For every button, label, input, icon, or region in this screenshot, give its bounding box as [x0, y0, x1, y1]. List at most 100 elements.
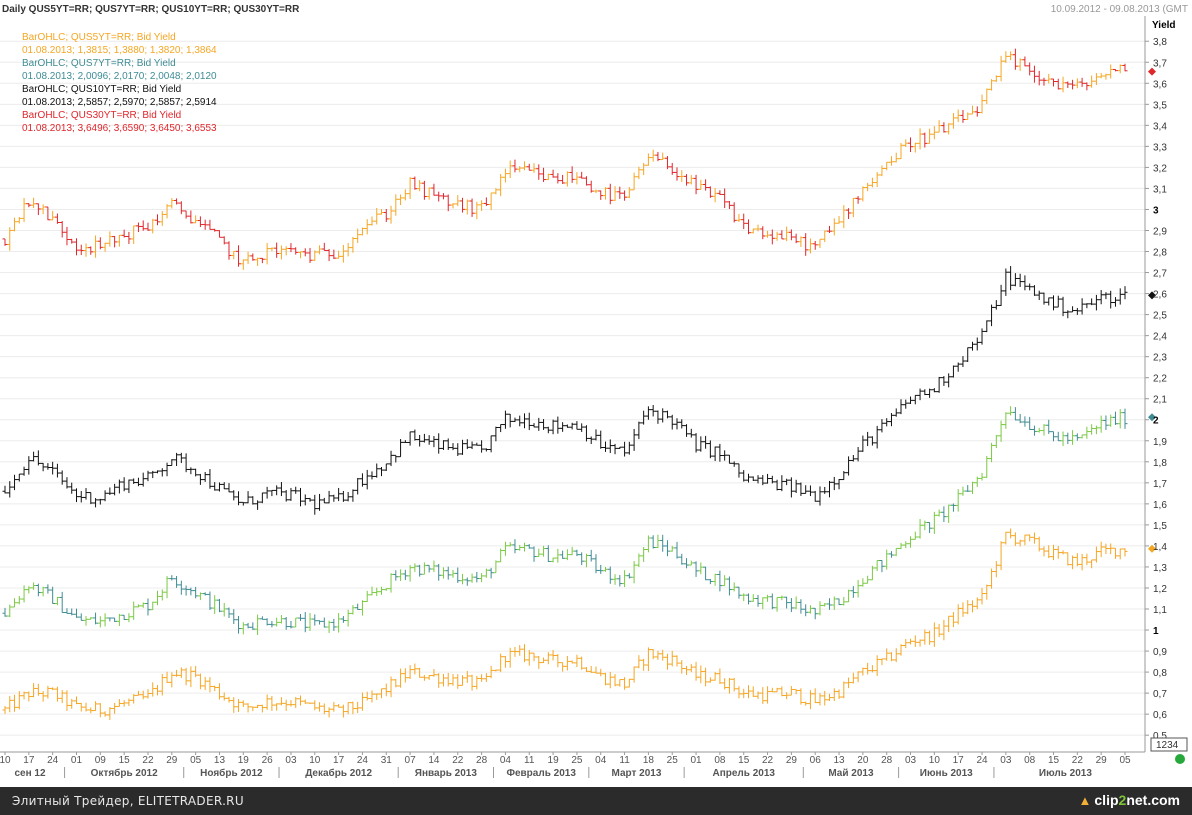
x-tick-label: 22 — [142, 755, 154, 766]
x-month-label: Май 2013 — [828, 768, 874, 779]
ohlc-bars — [2, 48, 1156, 720]
x-tick-label: 15 — [738, 755, 750, 766]
x-month-label: Октябрь 2012 — [91, 767, 158, 779]
last-value-marker — [1148, 291, 1156, 300]
x-tick-label: 10 — [0, 755, 11, 766]
last-value-marker — [1148, 67, 1156, 76]
y-corner-box[interactable] — [1150, 737, 1188, 752]
y-tick-label: 1 — [1153, 626, 1159, 637]
x-tick-label: 10 — [309, 755, 321, 766]
y-tick-label: 1,8 — [1153, 458, 1167, 469]
y-tick-label: 1,5 — [1153, 521, 1167, 532]
legend-entry-values: 01.08.2013; 3,6496; 3,6590; 3,6450; 3,65… — [22, 123, 217, 134]
footer-bar: Элитный Трейдер, ELITETRADER.RU ▲ clip2ne… — [0, 787, 1192, 815]
x-tick-label: 10 — [929, 755, 941, 766]
y-tick-label: 3,1 — [1153, 184, 1167, 195]
y-tick-label: 2,5 — [1153, 311, 1167, 322]
x-tick-label: 06 — [810, 755, 822, 766]
y-tick-label: 0,9 — [1153, 647, 1167, 658]
x-month-label: Февраль 2013 — [506, 768, 576, 779]
y-tick-label: 1,9 — [1153, 437, 1167, 448]
x-tick-label: 17 — [23, 755, 35, 766]
x-axis: 10 17 24 01 09 15 22 29 05 13 19 26 03 10 17 24 31 07 14 22… — [0, 752, 1131, 779]
x-tick-label: 20 — [857, 755, 869, 766]
x-month-label: Апрель 2013 — [712, 768, 775, 779]
y-tick-label: 2,3 — [1153, 353, 1167, 364]
y-tick-label: 1,3 — [1153, 563, 1167, 574]
x-tick-label: 24 — [47, 755, 59, 766]
y-tick-label: 2,8 — [1153, 248, 1167, 259]
y-axis: 3,8 3,7 3,6 3,5 3,4 3,3 3,2 3,1 3 2,9 2,8 2,7 2,6 2,5… — [1145, 37, 1167, 742]
x-tick-label: 15 — [1048, 755, 1060, 766]
x-tick-label: 11 — [524, 755, 535, 766]
price-chart[interactable]: 3,8 3,7 3,6 3,5 3,4 3,3 3,2 3,1 3 2,9 2,8 2,7 2,6 2,5… — [0, 0, 1192, 787]
x-month-label: Июнь 2013 — [920, 768, 973, 779]
x-tick-label: 25 — [667, 755, 679, 766]
x-tick-label: 17 — [333, 755, 345, 766]
x-month-label: Декабрь 2012 — [305, 767, 372, 779]
clip2net-logo[interactable]: ▲ clip2net.com — [1079, 792, 1180, 808]
y-tick-label: 2,4 — [1153, 332, 1167, 343]
y-tick-label: 2 — [1153, 416, 1159, 427]
x-tick-label: 19 — [238, 755, 250, 766]
x-tick-label: 05 — [1119, 755, 1131, 766]
x-tick-label: 17 — [953, 755, 965, 766]
x-tick-label: 25 — [571, 755, 583, 766]
y-tick-label: 3,2 — [1153, 163, 1167, 174]
y-tick-label: 1,6 — [1153, 500, 1167, 511]
x-tick-label: 22 — [452, 755, 464, 766]
x-tick-label: 29 — [166, 755, 178, 766]
logo-suffix: net.com — [1126, 792, 1180, 808]
y-tick-label: 0,8 — [1153, 668, 1167, 679]
y-tick-label: 3,5 — [1153, 100, 1167, 111]
legend-entry-values: 01.08.2013; 2,0096; 2,0170; 2,0048; 2,01… — [22, 71, 217, 82]
connection-status-icon — [1175, 754, 1185, 764]
x-tick-label: 03 — [905, 755, 917, 766]
x-tick-label: 24 — [976, 755, 988, 766]
x-tick-label: 04 — [595, 755, 607, 766]
x-tick-label: 15 — [119, 755, 131, 766]
x-tick-label: 29 — [1096, 755, 1108, 766]
x-month-label: Ноябрь 2012 — [200, 767, 263, 779]
x-tick-label: 22 — [762, 755, 774, 766]
x-month-label: Март 2013 — [612, 768, 662, 779]
y-tick-label: 3,4 — [1153, 121, 1167, 132]
x-tick-label: 13 — [214, 755, 226, 766]
chart-header-range: 10.09.2012 - 09.08.2013 (GMT — [1051, 4, 1188, 15]
x-tick-label: 24 — [357, 755, 369, 766]
legend-entry-title: BarOHLC; QUS30YT=RR; Bid Yield — [22, 110, 181, 121]
x-tick-label: 14 — [428, 755, 440, 766]
upload-arrow-icon: ▲ — [1078, 793, 1092, 808]
y-tick-label: 2,9 — [1153, 226, 1167, 237]
x-tick-label: 07 — [405, 755, 417, 766]
x-tick-label: 03 — [285, 755, 297, 766]
y-axis-label: Yield — [1152, 20, 1176, 31]
legend-entry-title: BarOHLC; QUS10YT=RR; Bid Yield — [22, 84, 181, 95]
x-tick-label: 29 — [786, 755, 798, 766]
y-tick-label: 0,6 — [1153, 710, 1167, 721]
x-tick-label: 01 — [691, 755, 703, 766]
x-tick-label: 01 — [71, 755, 83, 766]
chart-header-title: Daily QUS5YT=RR; QUS7YT=RR; QUS10YT=RR; … — [2, 4, 300, 15]
x-tick-label: 03 — [1000, 755, 1012, 766]
x-tick-label: 11 — [619, 755, 630, 766]
y-tick-label: 1,4 — [1153, 542, 1167, 553]
x-tick-label: 28 — [881, 755, 893, 766]
chart-background — [0, 0, 1192, 787]
y-tick-label: 2,7 — [1153, 269, 1167, 280]
chart-legend: BarOHLC; QUS5YT=RR; Bid Yield 01.08.2013;… — [22, 32, 217, 134]
last-value-marker — [1148, 544, 1156, 553]
chart-grid — [0, 40, 1145, 736]
x-tick-label: 31 — [381, 755, 393, 766]
y-tick-label: 3,7 — [1153, 58, 1167, 69]
y-corner-label: 1234 — [1156, 740, 1179, 751]
y-tick-label: 3,6 — [1153, 79, 1167, 90]
y-tick-label: 3,3 — [1153, 142, 1167, 153]
y-tick-label: 0,5 — [1153, 731, 1167, 742]
x-tick-label: 18 — [643, 755, 655, 766]
x-tick-label: 08 — [714, 755, 726, 766]
x-tick-label: 26 — [262, 755, 274, 766]
y-tick-label: 2,6 — [1153, 290, 1167, 301]
legend-entry-values: 01.08.2013; 2,5857; 2,5970; 2,5857; 2,59… — [22, 97, 217, 108]
logo-prefix: clip — [1094, 792, 1119, 808]
